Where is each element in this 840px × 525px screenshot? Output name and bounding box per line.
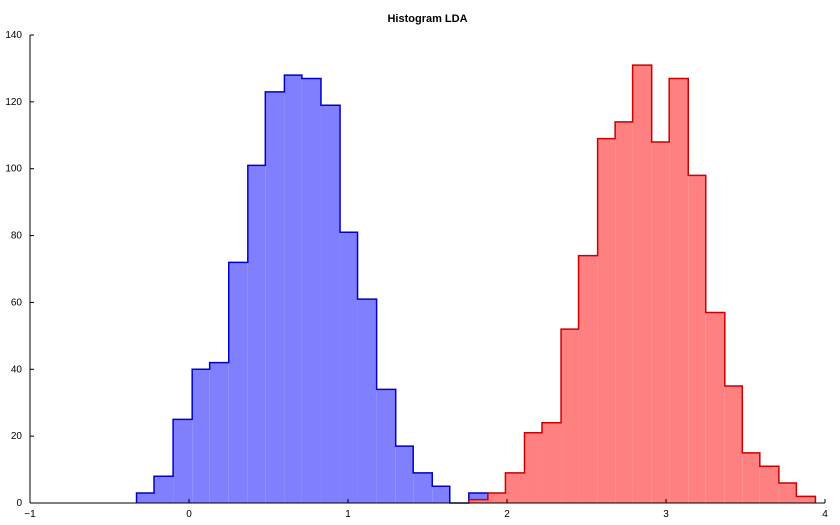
histogram-bin (778, 482, 797, 503)
histogram-bin (615, 121, 633, 504)
histogram-bin (487, 492, 506, 503)
histogram-bin (265, 91, 285, 503)
y-tick-label: 100 (5, 164, 22, 175)
y-tick-label: 20 (11, 431, 23, 442)
histogram-bin (301, 78, 321, 503)
histogram-bin (632, 65, 652, 503)
bars-layer (135, 64, 817, 504)
histogram-bin (759, 466, 779, 503)
histogram-bin (561, 329, 579, 503)
histogram-bin (796, 496, 816, 503)
histogram-bin (395, 446, 414, 503)
histogram-bin (284, 75, 302, 503)
histogram-bin (320, 105, 341, 503)
chart-title: Histogram LDA (387, 13, 467, 25)
y-tick-label: 120 (5, 97, 22, 108)
x-tick-label: 2 (504, 509, 510, 520)
y-tick-label: 0 (16, 498, 22, 509)
x-tick-label: 0 (186, 509, 192, 520)
y-tick-label: 40 (11, 364, 23, 375)
histogram-bin (192, 369, 210, 503)
histogram-bin (413, 472, 433, 503)
histogram-bin (468, 492, 488, 503)
histogram-bin (247, 165, 266, 503)
histogram-bin (651, 141, 670, 503)
histogram-bin (524, 432, 542, 503)
y-tick-label: 80 (11, 231, 23, 242)
y-tick-label: 60 (11, 297, 23, 308)
x-tick-label: 4 (822, 509, 828, 520)
histogram-bin (742, 452, 760, 503)
histogram-outline (468, 64, 817, 503)
histogram-bin (173, 419, 193, 503)
x-tick-label: −1 (24, 509, 36, 520)
histogram-series-1 (135, 74, 489, 504)
histogram-bin (505, 472, 525, 503)
histogram-bin (468, 499, 488, 503)
histogram-bin (541, 422, 562, 503)
x-tick-label: 3 (663, 509, 669, 520)
histogram-bin (228, 262, 248, 503)
histogram-outline (135, 74, 489, 504)
histogram-bin (669, 78, 689, 503)
histogram-bin (432, 486, 450, 503)
histogram-bin (724, 386, 743, 503)
histogram-bin (209, 362, 229, 503)
histogram-bin (154, 476, 174, 503)
histogram-bin (705, 312, 725, 503)
histogram-series-2 (468, 64, 817, 504)
histogram-bin (357, 299, 377, 503)
x-tick-label: 1 (345, 509, 351, 520)
histogram-bin (376, 389, 396, 503)
histogram-bin (578, 255, 598, 503)
histogram-bin (688, 175, 706, 503)
y-tick-label: 140 (5, 30, 22, 41)
histogram-bin (340, 232, 358, 503)
histogram-bin (136, 492, 155, 503)
histogram-bin (597, 138, 616, 503)
